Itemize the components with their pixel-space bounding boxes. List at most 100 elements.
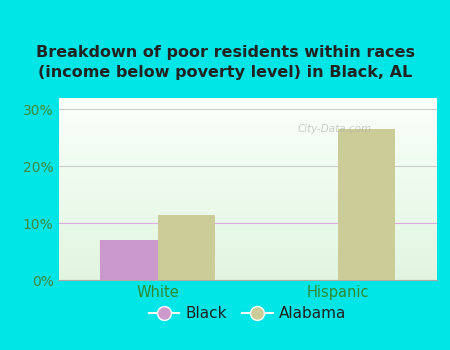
Bar bbox=[58, 151, 436, 153]
Bar bbox=[58, 276, 436, 278]
Bar bbox=[58, 233, 436, 234]
Bar bbox=[58, 213, 436, 215]
Bar bbox=[58, 218, 436, 220]
Bar bbox=[58, 260, 436, 262]
Legend: Black, Alabama: Black, Alabama bbox=[143, 300, 352, 327]
Bar bbox=[58, 145, 436, 147]
Bar bbox=[58, 220, 436, 222]
Bar bbox=[58, 149, 436, 151]
Bar bbox=[58, 245, 436, 247]
Bar bbox=[58, 262, 436, 264]
Bar bbox=[58, 253, 436, 254]
Bar bbox=[58, 102, 436, 104]
Bar bbox=[58, 191, 436, 192]
Text: Breakdown of poor residents within races
(income below poverty level) in Black, : Breakdown of poor residents within races… bbox=[36, 46, 414, 80]
Bar bbox=[58, 265, 436, 267]
Bar bbox=[58, 118, 436, 120]
Bar bbox=[58, 98, 436, 100]
Bar bbox=[58, 224, 436, 225]
Bar bbox=[58, 202, 436, 204]
Bar bbox=[58, 107, 436, 109]
Bar bbox=[58, 156, 436, 158]
Bar bbox=[58, 167, 436, 169]
Bar bbox=[58, 256, 436, 258]
Bar bbox=[58, 229, 436, 231]
Bar bbox=[58, 158, 436, 160]
Bar bbox=[58, 195, 436, 196]
Bar bbox=[58, 116, 436, 118]
Bar bbox=[58, 211, 436, 213]
Bar bbox=[58, 109, 436, 111]
Bar bbox=[58, 169, 436, 171]
Bar bbox=[58, 182, 436, 183]
Bar bbox=[158, 215, 215, 280]
Bar bbox=[58, 105, 436, 107]
Bar bbox=[58, 171, 436, 173]
Bar bbox=[100, 240, 158, 280]
Bar bbox=[58, 234, 436, 236]
Bar bbox=[58, 134, 436, 136]
Bar bbox=[58, 216, 436, 218]
Bar bbox=[58, 173, 436, 174]
Bar bbox=[58, 249, 436, 251]
Bar bbox=[58, 222, 436, 224]
Bar bbox=[58, 162, 436, 163]
Bar bbox=[58, 114, 436, 116]
Bar bbox=[58, 122, 436, 124]
Bar bbox=[58, 180, 436, 182]
Bar bbox=[58, 264, 436, 265]
Bar bbox=[58, 227, 436, 229]
Text: City-Data.com: City-Data.com bbox=[297, 124, 372, 134]
Bar bbox=[58, 193, 436, 195]
Bar bbox=[58, 174, 436, 176]
Bar bbox=[58, 163, 436, 165]
Bar bbox=[58, 209, 436, 211]
Bar bbox=[58, 236, 436, 238]
Bar bbox=[58, 178, 436, 180]
Bar bbox=[58, 200, 436, 202]
Bar bbox=[58, 154, 436, 156]
Bar bbox=[58, 104, 436, 105]
Bar bbox=[58, 254, 436, 256]
Bar bbox=[58, 258, 436, 260]
Bar bbox=[58, 140, 436, 142]
Bar bbox=[58, 129, 436, 131]
Bar bbox=[58, 204, 436, 205]
Bar bbox=[58, 187, 436, 189]
Bar bbox=[58, 144, 436, 145]
Bar bbox=[58, 278, 436, 280]
Bar bbox=[338, 129, 395, 280]
Bar bbox=[58, 251, 436, 253]
Bar bbox=[58, 147, 436, 149]
Bar bbox=[58, 244, 436, 245]
Bar bbox=[58, 124, 436, 125]
Bar bbox=[58, 183, 436, 186]
Bar bbox=[58, 113, 436, 114]
Bar bbox=[58, 205, 436, 207]
Bar bbox=[58, 153, 436, 154]
Bar bbox=[58, 142, 436, 143]
Bar bbox=[58, 231, 436, 233]
Bar bbox=[58, 247, 436, 249]
Bar bbox=[58, 100, 436, 101]
Bar bbox=[58, 111, 436, 113]
Bar bbox=[58, 186, 436, 187]
Bar bbox=[58, 207, 436, 209]
Bar bbox=[58, 127, 436, 129]
Bar bbox=[58, 198, 436, 200]
Bar bbox=[58, 242, 436, 244]
Bar bbox=[58, 271, 436, 273]
Bar bbox=[58, 215, 436, 216]
Bar bbox=[58, 240, 436, 242]
Bar bbox=[58, 131, 436, 133]
Bar bbox=[58, 189, 436, 191]
Bar bbox=[58, 133, 436, 134]
Bar bbox=[58, 125, 436, 127]
Bar bbox=[58, 136, 436, 138]
Bar bbox=[58, 165, 436, 167]
Bar bbox=[58, 138, 436, 140]
Bar bbox=[58, 176, 436, 178]
Bar bbox=[58, 274, 436, 277]
Bar bbox=[58, 273, 436, 274]
Bar bbox=[58, 267, 436, 269]
